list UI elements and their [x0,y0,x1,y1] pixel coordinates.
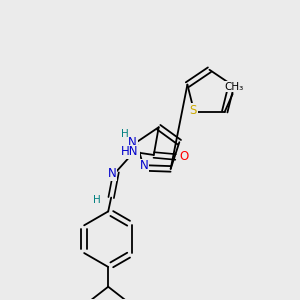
Text: N: N [128,136,137,149]
Text: CH₃: CH₃ [224,82,243,92]
Text: H: H [121,129,128,139]
Text: O: O [180,150,189,164]
Text: S: S [190,104,197,117]
Text: N: N [140,160,148,172]
Text: H: H [93,195,101,205]
Text: N: N [128,136,137,149]
Text: N: N [108,167,116,180]
Text: HN: HN [121,146,139,158]
